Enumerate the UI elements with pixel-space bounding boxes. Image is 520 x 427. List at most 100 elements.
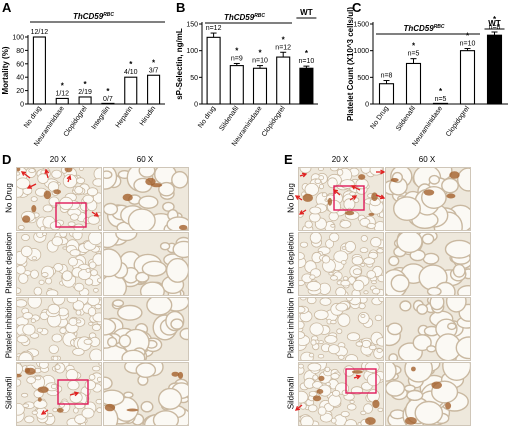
bar (432, 102, 449, 105)
data-label: n=12 (275, 44, 291, 51)
category-label: No Drug (369, 105, 390, 130)
bar (206, 36, 221, 105)
category-label: Sildenafil (395, 105, 417, 133)
significance-star: * (129, 60, 133, 69)
micrograph-20x (298, 167, 384, 231)
row-label: Platelet inhibition (4, 297, 14, 359)
category-label: Hirudin (139, 105, 158, 127)
y-axis-label: Platelet Count (X10^3 cells/ul) (346, 7, 355, 121)
micrograph-20x (16, 297, 102, 361)
micrograph-60x (103, 297, 189, 361)
row-label: No Drug (4, 183, 14, 213)
significance-star: * (61, 81, 65, 90)
bar (147, 74, 161, 105)
bar (252, 67, 268, 105)
panel-letter-d: D (2, 152, 12, 167)
significance-star: * (305, 49, 309, 58)
magnification-label: 20 X (331, 155, 349, 164)
data-label: 0/7 (103, 96, 113, 103)
data-label: 4/10 (124, 69, 138, 76)
micrograph-60x (385, 362, 471, 426)
y-tick-label: 0 (20, 102, 24, 109)
data-label: 3/7 (149, 67, 159, 74)
micrograph-60x (385, 232, 471, 296)
data-label: n=8 (381, 73, 393, 80)
magnification-label: 60 X (136, 155, 154, 164)
y-tick-label: 150 (186, 22, 198, 29)
category-label: Clopidogrel (261, 105, 287, 138)
panel-letter-b: B (176, 0, 185, 15)
micrograph-60x (385, 167, 471, 231)
data-label: n=5 (435, 96, 447, 103)
data-label: n=5 (408, 51, 420, 58)
y-tick-label: 1000 (353, 48, 369, 55)
data-label: 2/19 (78, 89, 92, 96)
row-label: No Drug (286, 183, 296, 213)
significance-star: * (282, 35, 286, 44)
bar (405, 62, 422, 105)
bar (32, 36, 46, 105)
data-label: 12/12 (31, 29, 49, 36)
category-label: No drug (23, 105, 43, 130)
y-axis-label: Mortality (%) (1, 46, 10, 94)
micrograph-60x (103, 167, 189, 231)
row-label: Platelet depletion (4, 232, 14, 294)
category-label: Clopidogrel (445, 105, 471, 138)
panel-letter-e: E (284, 152, 293, 167)
significance-star: * (258, 49, 262, 58)
significance-star: * (493, 15, 497, 24)
data-label: n=10 (252, 58, 268, 65)
y-axis-label: sP-Selectin, ng/mL (175, 28, 184, 100)
row-label: Platelet depletion (286, 232, 296, 294)
significance-star: * (106, 87, 110, 96)
bar (55, 97, 69, 105)
significance-star: * (439, 87, 443, 96)
category-label: Sildenafil (218, 105, 240, 133)
micrograph-20x (298, 362, 384, 426)
group-label-superscript: RBC (254, 13, 265, 19)
row-label: Sildenafil (4, 376, 14, 410)
bar (124, 76, 138, 105)
micrograph-20x (16, 362, 102, 426)
micrograph-60x (103, 362, 189, 426)
y-tick-label: 50 (190, 75, 198, 82)
category-label: Neuraminidase (411, 105, 444, 148)
y-tick-label: 100 (186, 48, 198, 55)
row-label: Platelet inhibition (286, 297, 296, 359)
bar (78, 96, 92, 105)
significance-star: * (412, 42, 416, 51)
data-label: n=12 (206, 25, 222, 32)
bar (299, 67, 314, 105)
group-label-superscript: RBC (434, 24, 445, 30)
category-label: Clopidogrel (63, 105, 89, 138)
data-label: n=10 (460, 41, 476, 48)
y-tick-label: 100 (12, 35, 24, 42)
y-tick-label: 0 (365, 102, 369, 109)
micrograph-60x (385, 297, 471, 361)
micrograph-60x (103, 232, 189, 296)
micrograph-20x (16, 167, 102, 231)
data-label: n=9 (231, 55, 243, 62)
bar (378, 83, 395, 105)
data-label: 1/12 (55, 90, 69, 97)
bar (101, 102, 115, 105)
bar (276, 56, 291, 105)
group-label-superscript: RBC (103, 12, 114, 18)
y-tick-label: 40 (16, 75, 24, 82)
micrograph-20x (16, 232, 102, 296)
magnification-label: 20 X (49, 155, 67, 164)
significance-star: * (235, 46, 239, 55)
y-tick-label: 80 (16, 48, 24, 55)
significance-star: * (84, 80, 88, 89)
panel-letter-a: A (2, 0, 12, 15)
significance-star: * (466, 32, 470, 41)
group-label: ThCD59RBC (73, 12, 114, 21)
data-label: n=10 (299, 58, 315, 65)
significance-star: * (152, 58, 156, 67)
row-label: Sildenafil (286, 376, 296, 410)
group-label: ThCD59RBC (224, 13, 265, 22)
